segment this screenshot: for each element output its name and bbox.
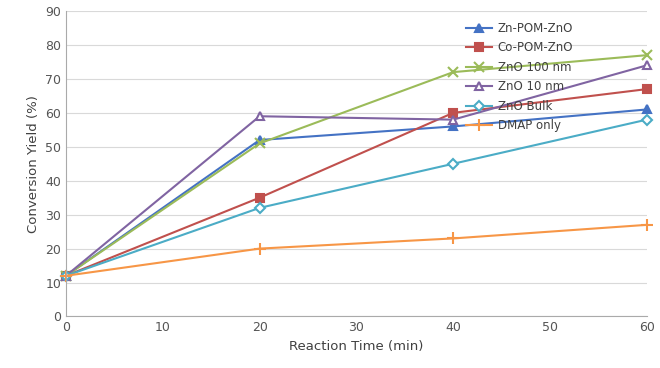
DMAP only <box>643 223 651 227</box>
Line: ZnO 10 nm: ZnO 10 nm <box>62 61 651 280</box>
DMAP only <box>255 247 263 251</box>
ZnO Bulk <box>449 162 457 166</box>
ZnO 100 nm <box>449 70 457 74</box>
ZnO 10 nm <box>449 117 457 122</box>
Co-POM-ZnO <box>255 195 263 200</box>
ZnO 10 nm <box>255 114 263 118</box>
ZnO Bulk <box>62 273 70 278</box>
Line: Co-POM-ZnO: Co-POM-ZnO <box>62 85 651 280</box>
Co-POM-ZnO <box>449 111 457 115</box>
ZnO 10 nm <box>62 273 70 278</box>
ZnO 100 nm <box>255 141 263 146</box>
Zn-POM-ZnO <box>62 273 70 278</box>
Y-axis label: Conversion Yield (%): Conversion Yield (%) <box>26 95 40 233</box>
Line: ZnO 100 nm: ZnO 100 nm <box>61 50 651 281</box>
Co-POM-ZnO <box>62 273 70 278</box>
X-axis label: Reaction Time (min): Reaction Time (min) <box>289 340 424 353</box>
Line: ZnO Bulk: ZnO Bulk <box>63 116 650 279</box>
Zn-POM-ZnO <box>643 107 651 112</box>
ZnO Bulk <box>255 206 263 210</box>
ZnO 100 nm <box>643 53 651 57</box>
ZnO Bulk <box>643 117 651 122</box>
ZnO 100 nm <box>62 273 70 278</box>
Co-POM-ZnO <box>643 87 651 91</box>
Zn-POM-ZnO <box>255 138 263 142</box>
DMAP only <box>449 236 457 241</box>
Zn-POM-ZnO <box>449 124 457 129</box>
Line: DMAP only: DMAP only <box>61 219 652 281</box>
DMAP only <box>62 273 70 278</box>
Legend: Zn-POM-ZnO, Co-POM-ZnO, ZnO 100 nm, ZnO 10 nm, ZnO Bulk, DMAP only: Zn-POM-ZnO, Co-POM-ZnO, ZnO 100 nm, ZnO … <box>461 17 578 137</box>
Line: Zn-POM-ZnO: Zn-POM-ZnO <box>62 105 651 280</box>
ZnO 10 nm <box>643 63 651 68</box>
